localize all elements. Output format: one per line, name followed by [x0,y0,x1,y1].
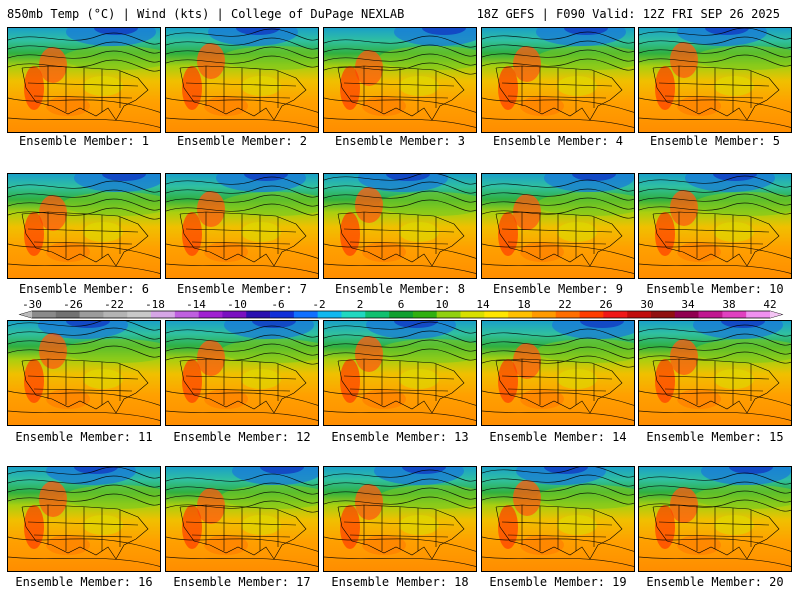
ensemble-member-label: Ensemble Member: 8 [334,282,466,296]
ensemble-map-17 [165,466,319,572]
colorbar-tick-label: 22 [558,300,571,311]
colorbar-swatch [603,311,628,318]
ensemble-map-18 [323,466,477,572]
ensemble-map-6 [7,173,161,279]
colorbar-tick-label: 10 [435,300,448,311]
ensemble-map-13 [323,320,477,426]
colorbar-swatch [746,311,771,318]
colorbar-tick-label: 6 [398,300,405,311]
ensemble-member-label: Ensemble Member: 2 [176,134,308,148]
ensemble-member-label: Ensemble Member: 19 [489,575,627,589]
valid-time: 18Z GEFS | F090 Valid: 12Z FRI SEP 26 20… [476,7,780,21]
colorbar-swatch [222,311,247,318]
colorbar-swatch [436,311,461,318]
ensemble-map-1 [7,27,161,133]
ensemble-map-10 [638,173,792,279]
colorbar-swatch [412,311,438,318]
ensemble-map-8 [323,173,477,279]
colorbar-swatch [698,311,723,318]
temperature-colorbar: -30 -26 -22 -18 -14 -10 -6 -2 2 6 10 14 18 22 26 30 34 38… [18,300,784,319]
colorbar-tick-label: 2 [357,300,364,311]
colorbar-swatch [151,311,176,318]
colorbar-swatch [389,311,414,318]
ensemble-member-label: Ensemble Member: 17 [173,575,311,589]
colorbar-swatch [555,311,580,318]
ensemble-map-20 [638,466,792,572]
ensemble-map-5 [638,27,792,133]
ensemble-map-2 [165,27,319,133]
colorbar-tick-label: 30 [640,300,653,311]
ensemble-map-16 [7,466,161,572]
ensemble-member-label: Ensemble Member: 18 [331,575,469,589]
colorbar-swatch [270,311,295,318]
colorbar-swatch [32,311,57,318]
ensemble-map-15 [638,320,792,426]
colorbar-tick-label: 42 [763,300,776,311]
ensemble-map-11 [7,320,161,426]
colorbar-swatch [674,311,699,318]
colorbar-swatch [508,311,533,318]
colorbar-swatch [246,311,271,318]
ensemble-member-label: Ensemble Member: 5 [649,134,781,148]
ensemble-member-label: Ensemble Member: 16 [15,575,153,589]
colorbar-tick-label: -14 [186,300,206,311]
colorbar-tick-label: -6 [271,300,284,311]
colorbar-swatch [293,311,318,318]
colorbar-tick-label: -22 [104,300,124,311]
colorbar-tick-label: 34 [681,300,695,311]
colorbar-swatch [174,311,199,318]
product-title: 850mb Temp (°C) | Wind (kts) | College o… [7,7,405,21]
ensemble-member-label: Ensemble Member: 13 [331,430,469,444]
colorbar-tick-label: -2 [312,300,325,311]
colorbar-swatch [650,311,676,318]
colorbar-tick-label: -30 [22,300,42,311]
colorbar-swatch [365,311,390,318]
colorbar-tick-label: 18 [517,300,530,311]
ensemble-member-label: Ensemble Member: 20 [646,575,784,589]
colorbar-tick-label: -26 [63,300,83,311]
ensemble-map-19 [481,466,635,572]
ensemble-member-label: Ensemble Member: 12 [173,430,311,444]
ensemble-member-label: Ensemble Member: 9 [492,282,624,296]
ensemble-member-label: Ensemble Member: 3 [334,134,466,148]
colorbar-swatch [55,311,80,318]
ensemble-map-12 [165,320,319,426]
ensemble-map-7 [165,173,319,279]
colorbar-swatch [341,311,366,318]
colorbar-swatch [484,311,509,318]
colorbar-swatch [627,311,652,318]
ensemble-map-14 [481,320,635,426]
colorbar-swatch [127,311,152,318]
ensemble-member-label: Ensemble Member: 7 [176,282,308,296]
colorbar-tick-label: 38 [722,300,735,311]
colorbar-tick-label: 26 [599,300,612,311]
ensemble-map-3 [323,27,477,133]
ensemble-member-label: Ensemble Member: 10 [646,282,784,296]
colorbar-tick-label: 14 [476,300,490,311]
ensemble-member-label: Ensemble Member: 11 [15,430,153,444]
colorbar-swatch [722,311,747,318]
colorbar-swatch [103,311,128,318]
colorbar-swatch [317,311,342,318]
colorbar-swatch [460,311,485,318]
ensemble-member-label: Ensemble Member: 14 [489,430,627,444]
colorbar-swatch [79,311,104,318]
ensemble-map-9 [481,173,635,279]
colorbar-swatch [198,311,223,318]
colorbar-swatch [531,311,557,318]
ensemble-map-4 [481,27,635,133]
colorbar-tick-label: -18 [145,300,165,311]
colorbar-swatch [579,311,604,318]
ensemble-member-label: Ensemble Member: 15 [646,430,784,444]
ensemble-member-label: Ensemble Member: 6 [18,282,150,296]
ensemble-member-label: Ensemble Member: 1 [18,134,150,148]
ensemble-member-label: Ensemble Member: 4 [492,134,624,148]
colorbar-tick-label: -10 [227,300,247,311]
